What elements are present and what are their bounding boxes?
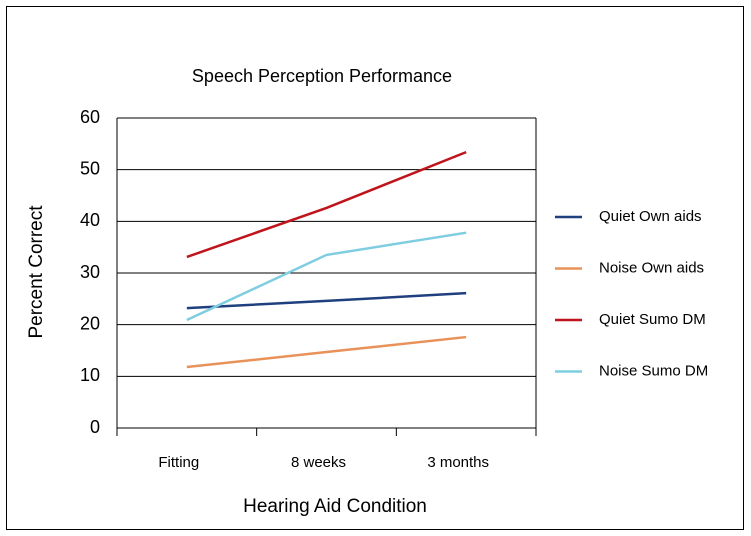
x-axis-label: Hearing Aid Condition: [243, 496, 427, 517]
series-line: [186, 335, 467, 369]
x-tick-label: 3 months: [427, 454, 489, 471]
legend-label: Noise Sumo DM: [599, 362, 708, 379]
legend-label: Quiet Sumo DM: [599, 311, 706, 328]
y-axis-label: Percent Correct: [26, 205, 47, 339]
series-line: [186, 231, 467, 322]
y-tick-label: 40: [80, 210, 100, 230]
legend-label: Quiet Own aids: [599, 208, 702, 225]
y-tick-label: 60: [80, 107, 100, 127]
series-line: [186, 150, 467, 259]
chart-title: Speech Perception Performance: [192, 66, 452, 86]
y-tick-label: 10: [80, 365, 100, 385]
y-tick-label: 0: [90, 417, 100, 437]
y-tick-label: 20: [80, 313, 100, 333]
x-tick-label: Fitting: [158, 454, 199, 471]
series-line: [186, 291, 467, 310]
y-tick-label: 50: [80, 158, 100, 178]
legend-label: Noise Own aids: [599, 259, 704, 276]
chart-border: [6, 6, 744, 530]
x-tick-label: 8 weeks: [291, 454, 346, 471]
y-tick-label: 30: [80, 262, 100, 282]
